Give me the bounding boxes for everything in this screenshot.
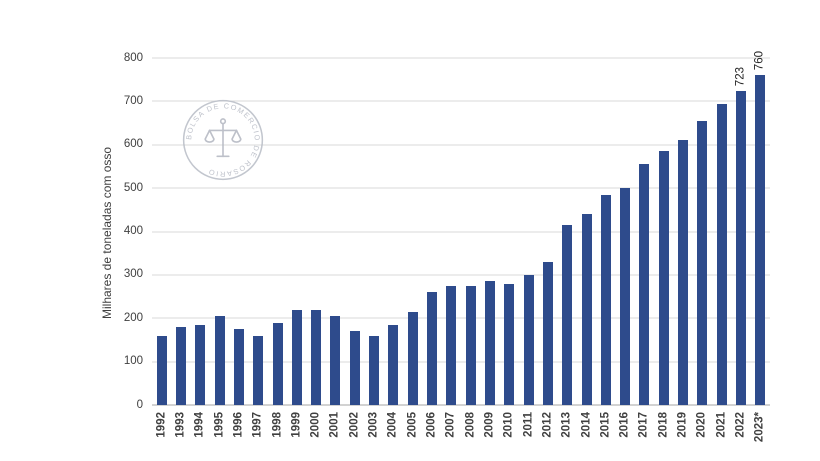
watermark-logo: BOLSA DE COMERCIO DE ROSARIO [182, 99, 264, 181]
bar-2007 [446, 285, 457, 405]
x-tick-label: 1995 [212, 412, 225, 438]
bar-2012 [542, 261, 553, 405]
y-tick-label: 200 [123, 311, 143, 324]
watermark-circle [182, 99, 264, 181]
y-tick-label: 400 [123, 224, 143, 237]
bar-2018 [658, 151, 669, 405]
gridline [152, 361, 770, 363]
bar-value-label: 723 [734, 67, 747, 87]
gridline [152, 317, 770, 319]
y-axis-title: Milhares de toneladas com osso [100, 146, 114, 319]
x-tick-label: 2010 [502, 412, 515, 438]
gridline [152, 100, 770, 102]
bar-2006 [427, 292, 438, 405]
x-tick-label: 2023* [753, 412, 766, 443]
x-tick-label: 2011 [521, 412, 534, 437]
x-tick-label: 2019 [676, 412, 689, 438]
bar-2015 [600, 194, 611, 405]
y-tick-label: 300 [123, 268, 143, 281]
y-tick-label: 700 [123, 94, 143, 107]
x-tick-label: 2015 [599, 412, 612, 438]
bar-2003 [369, 335, 380, 405]
x-tick-label: 2002 [348, 412, 361, 438]
bar-2010 [504, 283, 515, 405]
x-tick-label: 2009 [483, 412, 496, 438]
bar-2004 [388, 324, 399, 405]
y-tick-label: 0 [136, 398, 143, 411]
x-tick-label: 1996 [232, 412, 245, 438]
gridline [152, 187, 770, 189]
x-tick-label: 2022 [734, 412, 747, 438]
bar-1999 [291, 309, 302, 405]
x-tick-label: 1999 [290, 412, 303, 438]
x-axis-line [152, 404, 770, 406]
x-tick-label: 2020 [695, 412, 708, 438]
x-tick-label: 2012 [541, 412, 554, 438]
bar-2017 [639, 164, 650, 405]
x-tick-label: 2018 [657, 412, 670, 438]
bar-1995 [214, 316, 225, 405]
bar-1998 [272, 322, 283, 405]
bar-1994 [195, 324, 206, 405]
x-tick-label: 2004 [386, 412, 399, 438]
gridline [152, 274, 770, 276]
scales-icon [204, 118, 242, 158]
x-tick-label: 2000 [309, 412, 322, 438]
bar-1993 [175, 326, 186, 405]
bar-2008 [465, 285, 476, 405]
x-tick-label: 2008 [463, 412, 476, 438]
bar-2020 [697, 120, 708, 405]
gridline [152, 144, 770, 146]
x-tick-label: 2006 [425, 412, 438, 438]
y-tick-label: 100 [123, 354, 143, 367]
bar-1992 [156, 335, 167, 405]
bar-2016 [620, 188, 631, 405]
plot-area: 0 100 200 300 400 500 600 700 800 1992 1993 1994 199… [124, 51, 770, 442]
gridline [152, 57, 770, 59]
x-tick-label: 2007 [444, 412, 457, 438]
x-tick-label: 1993 [174, 412, 187, 438]
bar-2009 [484, 281, 495, 405]
x-tick-label: 1997 [251, 412, 264, 438]
x-tick-label: 2001 [328, 412, 341, 438]
x-tick-label: 1994 [193, 412, 206, 438]
x-tick-label: 2005 [405, 412, 418, 438]
bar-1996 [233, 329, 244, 405]
bar-2019 [678, 140, 689, 405]
bar-2005 [407, 311, 418, 405]
bar-2001 [330, 316, 341, 405]
bar-2022 [736, 91, 747, 405]
gridline [152, 231, 770, 232]
x-tick-label: 1998 [270, 412, 283, 438]
x-tick-label: 2016 [618, 412, 631, 438]
y-tick-label: 800 [123, 51, 143, 64]
bar-2011 [523, 274, 534, 405]
bar-2002 [349, 331, 360, 405]
x-tick-label: 2017 [637, 412, 650, 438]
bar-1997 [253, 335, 264, 405]
x-tick-label: 2021 [714, 412, 727, 438]
x-tick-label: 2014 [579, 412, 592, 438]
y-tick-label: 500 [123, 181, 143, 194]
bar-2021 [716, 103, 727, 405]
x-tick-label: 2013 [560, 412, 573, 438]
x-tick-label: 1992 [154, 412, 167, 438]
x-tick-label: 2003 [367, 412, 380, 438]
bar-2013 [562, 225, 573, 405]
bar-2000 [311, 309, 322, 405]
bar-2023* [755, 75, 766, 405]
y-tick-label: 600 [123, 138, 143, 150]
bar-2014 [581, 214, 592, 405]
bar-value-label: 760 [753, 51, 766, 71]
